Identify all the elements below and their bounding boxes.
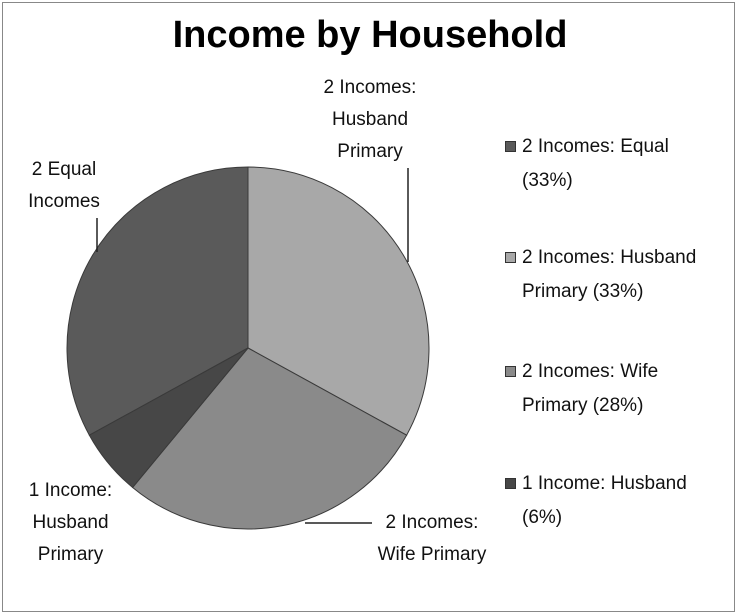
legend-label: 1 Income: Husband (6%) [522,473,687,528]
legend-swatch [505,478,516,489]
data-label: 1 Income: Husband Primary [28,480,113,565]
data-label: 2 Incomes: Wife Primary [377,512,487,565]
data-label: 2 Incomes: Husband Primary [323,77,417,162]
legend-label: 2 Incomes: Husband Primary (33%) [522,247,697,302]
legend-label: 2 Incomes: Wife Primary (28%) [522,361,659,416]
pie-slice [66,166,249,436]
slices [66,166,430,530]
legend-swatch [505,366,516,377]
pie-slice [88,347,249,489]
legend-swatch [505,252,516,263]
pie-slice [247,166,430,436]
chart-title: Income by Household [172,14,568,56]
pie-slice [131,347,408,530]
legend-swatch [505,141,516,152]
legend-label: 2 Incomes: Equal (33%) [522,136,669,191]
data-label: 2 Equal Incomes [28,159,100,212]
